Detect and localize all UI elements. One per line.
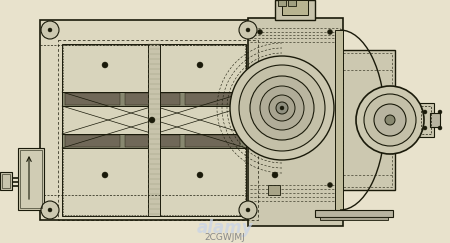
Circle shape — [48, 28, 52, 32]
Circle shape — [239, 65, 325, 151]
Bar — [268, 185, 280, 195]
Bar — [65, 93, 120, 105]
Bar — [63, 45, 149, 215]
Circle shape — [197, 62, 203, 68]
Bar — [2, 174, 10, 188]
Circle shape — [328, 29, 333, 35]
Circle shape — [328, 182, 333, 188]
Text: 2CGWJMJ: 2CGWJMJ — [205, 233, 245, 242]
Circle shape — [276, 102, 288, 114]
Circle shape — [272, 172, 278, 178]
Bar — [430, 113, 440, 127]
Circle shape — [102, 62, 108, 68]
Bar — [125, 135, 180, 147]
Bar — [20, 150, 42, 208]
Circle shape — [102, 172, 108, 178]
Circle shape — [280, 106, 284, 110]
Bar — [421, 106, 431, 134]
Bar — [185, 93, 240, 105]
Bar — [282, 0, 308, 15]
Bar — [335, 30, 343, 216]
Bar — [248, 18, 343, 226]
Bar — [320, 217, 388, 220]
Bar — [275, 0, 315, 20]
Circle shape — [364, 94, 416, 146]
Bar — [343, 53, 392, 187]
Bar — [185, 135, 240, 147]
Bar — [158, 44, 246, 216]
Circle shape — [356, 86, 424, 154]
Circle shape — [41, 21, 59, 39]
Bar — [288, 0, 296, 6]
Bar — [340, 50, 395, 190]
Bar — [125, 93, 180, 105]
Bar — [418, 103, 434, 137]
Circle shape — [250, 76, 314, 140]
Bar — [18, 148, 44, 210]
Circle shape — [230, 56, 334, 160]
Text: alamy: alamy — [197, 219, 253, 237]
Bar — [62, 92, 246, 106]
Circle shape — [149, 117, 155, 123]
Circle shape — [41, 201, 59, 219]
Circle shape — [269, 95, 295, 121]
Bar — [315, 210, 393, 217]
Circle shape — [48, 208, 52, 212]
Bar — [58, 40, 258, 220]
Circle shape — [438, 126, 442, 130]
Circle shape — [423, 126, 427, 130]
Circle shape — [257, 29, 262, 35]
Bar — [159, 45, 245, 215]
Bar — [40, 20, 260, 220]
Bar — [0, 172, 12, 190]
Circle shape — [239, 201, 257, 219]
Bar — [62, 44, 150, 216]
Circle shape — [239, 21, 257, 39]
Bar — [65, 135, 120, 147]
Bar — [62, 134, 246, 148]
Circle shape — [197, 172, 203, 178]
Circle shape — [260, 86, 304, 130]
Circle shape — [246, 28, 250, 32]
Bar — [148, 44, 160, 216]
Circle shape — [385, 115, 395, 125]
Circle shape — [374, 104, 406, 136]
Circle shape — [423, 110, 427, 114]
Bar — [278, 0, 286, 6]
Circle shape — [438, 110, 442, 114]
Circle shape — [246, 208, 250, 212]
